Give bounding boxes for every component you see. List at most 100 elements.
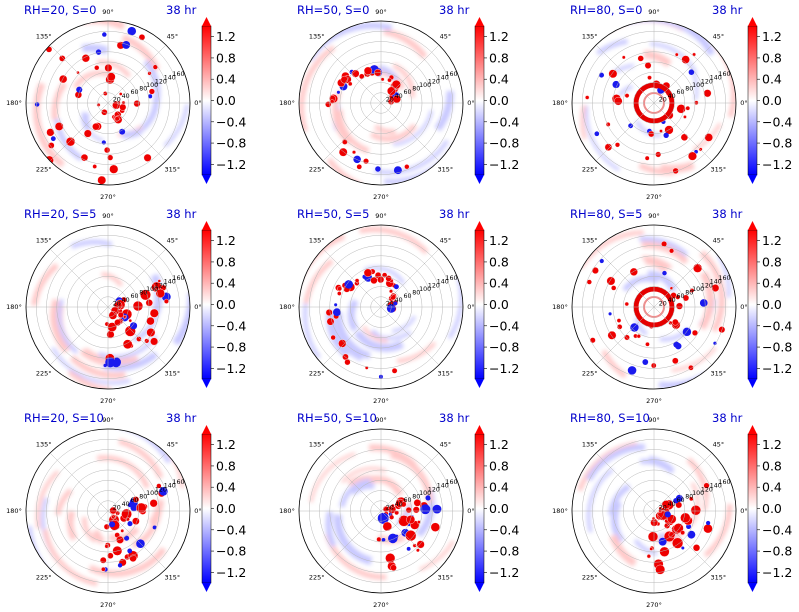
colorbar-tick-label: −1.2 xyxy=(762,361,792,376)
grid-spoke xyxy=(107,102,167,162)
streak xyxy=(51,81,68,121)
radial-tick-label: 120 xyxy=(428,486,440,493)
cell xyxy=(683,115,687,119)
radial-tick-label: 60 xyxy=(403,497,411,504)
cell xyxy=(690,505,701,516)
cell xyxy=(647,75,652,81)
panel-time-label: 38 hr xyxy=(439,3,470,17)
grid-spoke xyxy=(653,452,713,512)
streak xyxy=(341,467,387,484)
angle-tick-label: 90° xyxy=(648,8,660,16)
angle-tick-label: 135° xyxy=(36,237,52,245)
cell xyxy=(59,55,66,62)
angle-tick-label: 0° xyxy=(467,99,474,107)
radial-tick-label: 20 xyxy=(659,300,667,307)
colorbar-tick-label: 0.4 xyxy=(762,480,782,495)
grid-spoke xyxy=(380,306,440,366)
cell xyxy=(415,548,420,553)
angle-tick-label: 180° xyxy=(279,507,295,515)
colorbar-tick-label: 0.4 xyxy=(762,72,782,87)
cell xyxy=(663,132,669,138)
cell xyxy=(599,72,605,78)
angle-tick-label: 0° xyxy=(740,99,747,107)
colorbar-tick-label: −0.8 xyxy=(489,136,519,151)
cell xyxy=(111,514,116,520)
cell xyxy=(108,311,118,320)
streak xyxy=(69,355,126,379)
cell xyxy=(344,359,351,366)
cell xyxy=(132,300,144,312)
colorbar-tick-label: −0.4 xyxy=(216,522,246,537)
cell xyxy=(122,339,133,350)
cell xyxy=(150,337,159,346)
streak xyxy=(101,272,124,287)
streak xyxy=(339,478,372,508)
radial-tick-label: 40 xyxy=(122,93,130,100)
cell xyxy=(607,330,617,340)
cell xyxy=(363,66,373,75)
streak xyxy=(396,341,437,364)
cell xyxy=(374,68,382,77)
cell xyxy=(658,506,663,511)
streak xyxy=(586,468,614,533)
cell xyxy=(120,528,125,533)
colorbar-tick-label: 0.0 xyxy=(762,501,782,516)
streak xyxy=(55,488,73,516)
cell xyxy=(96,102,101,107)
radial-tick-label: 80 xyxy=(685,494,693,501)
streak xyxy=(691,72,699,101)
radial-tick-label: 120 xyxy=(155,486,167,493)
radial-tick-label: 40 xyxy=(668,297,676,304)
cell xyxy=(659,546,670,557)
colorbar-tick-label: 0.8 xyxy=(762,50,782,65)
polar-panel-9: 0°45°90°135°180°225°270°315°204060801001… xyxy=(552,416,792,609)
panel-title: RH=80, S=5 xyxy=(570,207,643,221)
colorbar-tick-label: 1.2 xyxy=(489,437,509,452)
streak xyxy=(698,270,715,331)
radial-tick-label: 120 xyxy=(701,78,713,85)
colorbar-tick-label: 0.8 xyxy=(762,254,782,269)
cell xyxy=(675,342,682,350)
streak xyxy=(577,441,638,492)
angle-tick-label: 225° xyxy=(582,165,598,173)
colorbar-tick-label: −1.2 xyxy=(216,361,246,376)
grid-spoke xyxy=(595,306,655,366)
streak xyxy=(70,239,113,249)
cell xyxy=(668,320,673,325)
cell xyxy=(412,543,417,548)
cell xyxy=(711,284,720,292)
colorbar xyxy=(747,433,758,584)
radial-tick-label: 60 xyxy=(676,89,684,96)
cell xyxy=(116,535,124,544)
streak xyxy=(641,241,689,265)
cell xyxy=(605,122,611,127)
polar-panel-6: 0°45°90°135°180°225°270°315°204060801001… xyxy=(552,212,792,405)
radial-tick-label: 120 xyxy=(155,78,167,85)
streak xyxy=(609,534,638,567)
angle-tick-label: 90° xyxy=(375,416,387,424)
radial-tick-label: 140 xyxy=(164,75,176,82)
angle-tick-label: 180° xyxy=(552,507,568,515)
polar-frame xyxy=(25,428,191,594)
cell xyxy=(681,546,685,550)
cell xyxy=(156,483,162,489)
angle-tick-label: 225° xyxy=(309,369,325,377)
cell xyxy=(117,563,123,568)
cell xyxy=(130,504,138,512)
streak xyxy=(337,109,370,154)
cell xyxy=(704,133,713,142)
angle-tick-label: 45° xyxy=(440,237,452,245)
grid-spoke xyxy=(653,306,713,366)
colorbar-tick-label: −0.4 xyxy=(762,318,792,333)
cell xyxy=(689,288,695,293)
streak xyxy=(50,298,70,354)
colorbar-tick-label: 0.4 xyxy=(762,276,782,291)
polar-panel-5: 0°45°90°135°180°225°270°315°204060801001… xyxy=(279,212,519,405)
radial-tick-label: 40 xyxy=(668,93,676,100)
radial-tick-label: 20 xyxy=(659,504,667,511)
cell xyxy=(325,101,332,108)
streak xyxy=(633,538,658,556)
colorbar-tick-label: 1.2 xyxy=(489,29,509,44)
radial-tick-label: 40 xyxy=(395,93,403,100)
cell xyxy=(104,544,109,549)
